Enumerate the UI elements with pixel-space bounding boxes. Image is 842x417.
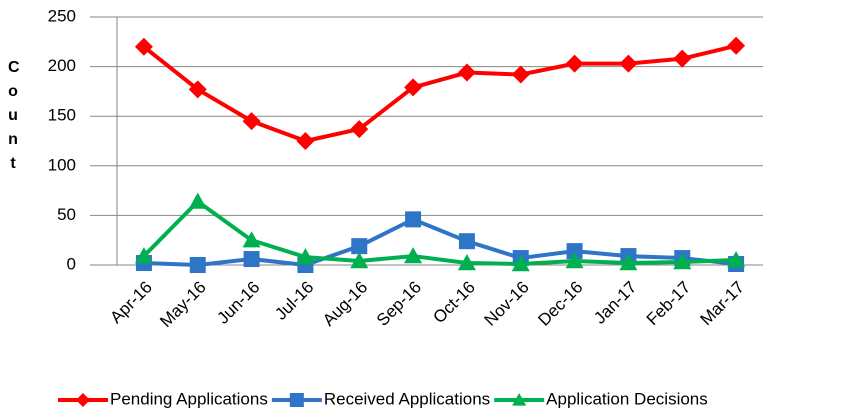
y-tick-label: 0 [67, 254, 76, 273]
marker [289, 393, 304, 407]
series-line [142, 199, 737, 267]
marker [673, 49, 692, 68]
marker [350, 252, 369, 269]
marker [189, 257, 206, 273]
y-tick-label: 250 [48, 6, 76, 25]
marker [619, 254, 638, 271]
legend-label: Application Decisions [546, 389, 708, 408]
x-tick-label: Jun-16 [213, 278, 263, 328]
legend-label: Pending Applications [110, 389, 268, 408]
marker [243, 251, 260, 268]
marker [727, 251, 746, 268]
x-tick-label: Oct-16 [429, 278, 479, 328]
y-tick-label: 200 [48, 56, 76, 75]
marker [404, 78, 423, 97]
marker [457, 254, 476, 271]
marker [404, 247, 423, 264]
x-tick-label: Sep-16 [373, 278, 425, 330]
y-axis-label: Count [8, 59, 20, 172]
marker [134, 247, 153, 264]
marker [511, 255, 530, 272]
marker [511, 65, 530, 84]
x-tick-label: May-16 [156, 278, 210, 332]
marker [565, 54, 584, 73]
x-tick-label: Feb-17 [643, 278, 695, 330]
marker [457, 63, 476, 82]
marker [512, 393, 527, 406]
x-tick-label: Jan-17 [590, 278, 640, 328]
marker [619, 54, 638, 73]
y-tick-label: 150 [48, 106, 76, 125]
marker [673, 253, 692, 270]
marker [134, 37, 153, 56]
x-tick-label: Apr-16 [106, 278, 156, 328]
marker [188, 80, 207, 99]
y-tick-label: 100 [48, 155, 76, 174]
marker [565, 252, 584, 269]
marker [188, 192, 207, 209]
marker [351, 238, 368, 255]
series-line [142, 43, 737, 143]
y-tick-label: 50 [57, 205, 76, 224]
marker [458, 233, 475, 250]
series-line [143, 217, 737, 267]
x-tick-label: Dec-16 [534, 278, 586, 330]
marker [405, 211, 422, 228]
x-tick-label: Jul-16 [271, 278, 317, 324]
x-tick-label: Mar-17 [697, 278, 749, 330]
marker [242, 112, 261, 131]
marker [76, 393, 90, 407]
marker [727, 36, 746, 55]
x-tick-label: Nov-16 [481, 278, 533, 330]
marker [296, 132, 315, 150]
marker [566, 243, 583, 260]
legend-label: Received Applications [324, 389, 490, 408]
marker [350, 120, 369, 139]
marker [242, 231, 261, 248]
x-tick-label: Aug-16 [319, 278, 371, 330]
marker [296, 248, 315, 265]
